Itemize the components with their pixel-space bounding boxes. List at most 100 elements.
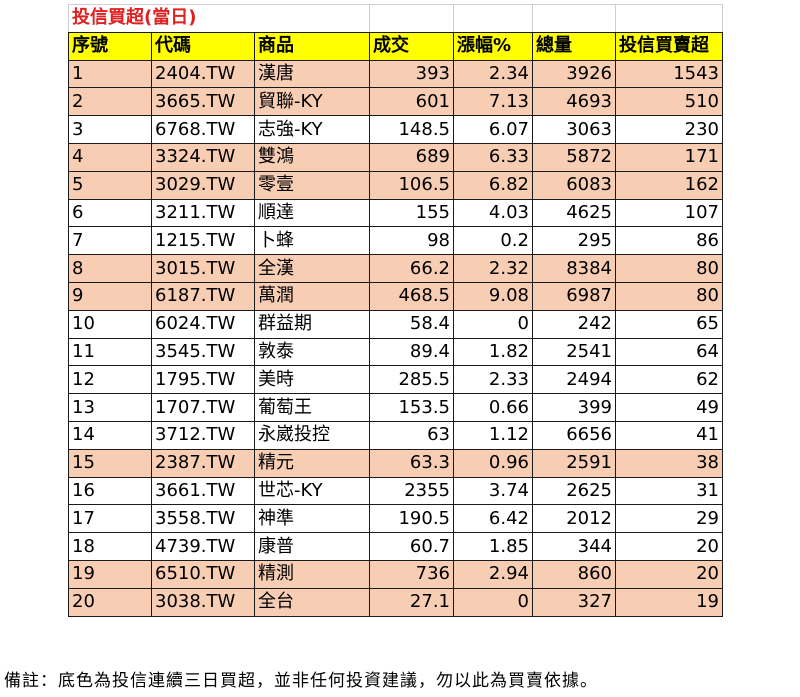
price-cell: 58.4 (369, 309, 454, 339)
net-cell: 29 (615, 504, 723, 534)
net-cell: 80 (615, 254, 723, 283)
volume-cell: 2591 (532, 448, 616, 478)
price-cell: 190.5 (369, 504, 454, 534)
volume-cell: 3926 (532, 59, 616, 89)
name-cell: 康普 (254, 532, 370, 561)
name-cell: 貿聯-KY (254, 87, 370, 117)
volume-cell: 344 (532, 532, 616, 561)
change-cell: 1.82 (453, 337, 533, 367)
code-cell: 4739.TW (151, 532, 255, 561)
volume-cell: 4693 (532, 87, 616, 117)
code-cell: 3015.TW (151, 254, 255, 283)
rank-cell: 17 (68, 504, 152, 534)
code-cell: 2404.TW (151, 59, 255, 89)
net-cell: 62 (615, 365, 723, 395)
code-cell: 3665.TW (151, 87, 255, 117)
change-cell: 0 (453, 587, 533, 617)
name-cell: 全漢 (254, 254, 370, 283)
price-cell: 60.7 (369, 532, 454, 561)
rank-cell: 1 (68, 59, 152, 89)
table-row: 12 1795.TW 美時 285.5 2.33 2494 62 (68, 365, 723, 395)
table-row: 3 6768.TW 志強-KY 148.5 6.07 3063 230 (68, 115, 723, 144)
net-cell: 80 (615, 281, 723, 311)
name-cell: 敦泰 (254, 337, 370, 367)
table-row: 20 3038.TW 全台 27.1 0 327 19 (68, 587, 723, 617)
disclaimer-note: 備註：底色為投信連續三日買超，並非任何投資建議，勿以此為買賣依據。 (4, 671, 598, 691)
code-cell: 1795.TW (151, 365, 255, 395)
price-cell: 27.1 (369, 587, 454, 617)
change-cell: 2.94 (453, 559, 533, 589)
net-cell: 31 (615, 476, 723, 506)
volume-cell: 2494 (532, 365, 616, 395)
volume-cell: 399 (532, 393, 616, 422)
price-cell: 285.5 (369, 365, 454, 395)
volume-cell: 295 (532, 226, 616, 256)
rank-cell: 3 (68, 115, 152, 144)
price-cell: 468.5 (369, 281, 454, 311)
rank-cell: 2 (68, 87, 152, 117)
price-cell: 393 (369, 59, 454, 89)
name-cell: 精測 (254, 559, 370, 589)
code-cell: 6510.TW (151, 559, 255, 589)
change-cell: 2.33 (453, 365, 533, 395)
table-row: 7 1215.TW 卜蜂 98 0.2 295 86 (68, 226, 723, 256)
rank-cell: 11 (68, 337, 152, 367)
net-cell: 510 (615, 87, 723, 117)
price-cell: 98 (369, 226, 454, 256)
name-cell: 神準 (254, 504, 370, 534)
table-row: 14 3712.TW 永崴投控 63 1.12 6656 41 (68, 420, 723, 450)
table-row: 16 3661.TW 世芯-KY 2355 3.74 2625 31 (68, 476, 723, 506)
net-cell: 41 (615, 420, 723, 450)
table-row: 2 3665.TW 貿聯-KY 601 7.13 4693 510 (68, 87, 723, 117)
table-row: 18 4739.TW 康普 60.7 1.85 344 20 (68, 532, 723, 561)
change-cell: 6.42 (453, 504, 533, 534)
price-cell: 63 (369, 420, 454, 450)
change-cell: 6.82 (453, 170, 533, 200)
header-change: 漲幅% (453, 31, 533, 61)
header-volume: 總量 (532, 31, 616, 61)
table-row: 11 3545.TW 敦泰 89.4 1.82 2541 64 (68, 337, 723, 367)
code-cell: 3324.TW (151, 142, 255, 172)
price-cell: 689 (369, 142, 454, 172)
price-cell: 736 (369, 559, 454, 589)
volume-cell: 8384 (532, 254, 616, 283)
name-cell: 永崴投控 (254, 420, 370, 450)
net-cell: 1543 (615, 59, 723, 89)
net-cell: 64 (615, 337, 723, 367)
name-cell: 美時 (254, 365, 370, 395)
rank-cell: 16 (68, 476, 152, 506)
net-cell: 20 (615, 532, 723, 561)
volume-cell: 3063 (532, 115, 616, 144)
net-cell: 49 (615, 393, 723, 422)
table-row: 8 3015.TW 全漢 66.2 2.32 8384 80 (68, 254, 723, 283)
rank-cell: 13 (68, 393, 152, 422)
code-cell: 3211.TW (151, 198, 255, 228)
name-cell: 零壹 (254, 170, 370, 200)
rank-cell: 12 (68, 365, 152, 395)
volume-cell: 2625 (532, 476, 616, 506)
volume-cell: 2012 (532, 504, 616, 534)
name-cell: 世芯-KY (254, 476, 370, 506)
name-cell: 雙鴻 (254, 142, 370, 172)
rank-cell: 4 (68, 142, 152, 172)
header-net: 投信買賣超 (615, 31, 723, 61)
name-cell: 順達 (254, 198, 370, 228)
price-cell: 601 (369, 87, 454, 117)
name-cell: 葡萄王 (254, 393, 370, 422)
volume-cell: 5872 (532, 142, 616, 172)
net-cell: 171 (615, 142, 723, 172)
change-cell: 7.13 (453, 87, 533, 117)
code-cell: 6768.TW (151, 115, 255, 144)
change-cell: 2.34 (453, 59, 533, 89)
change-cell: 3.74 (453, 476, 533, 506)
table-row: 13 1707.TW 葡萄王 153.5 0.66 399 49 (68, 393, 723, 422)
name-cell: 精元 (254, 448, 370, 478)
code-cell: 6024.TW (151, 309, 255, 339)
name-cell: 萬潤 (254, 281, 370, 311)
price-cell: 89.4 (369, 337, 454, 367)
rank-cell: 7 (68, 226, 152, 256)
table-row: 5 3029.TW 零壹 106.5 6.82 6083 162 (68, 170, 723, 200)
rank-cell: 19 (68, 559, 152, 589)
price-cell: 106.5 (369, 170, 454, 200)
price-cell: 66.2 (369, 254, 454, 283)
